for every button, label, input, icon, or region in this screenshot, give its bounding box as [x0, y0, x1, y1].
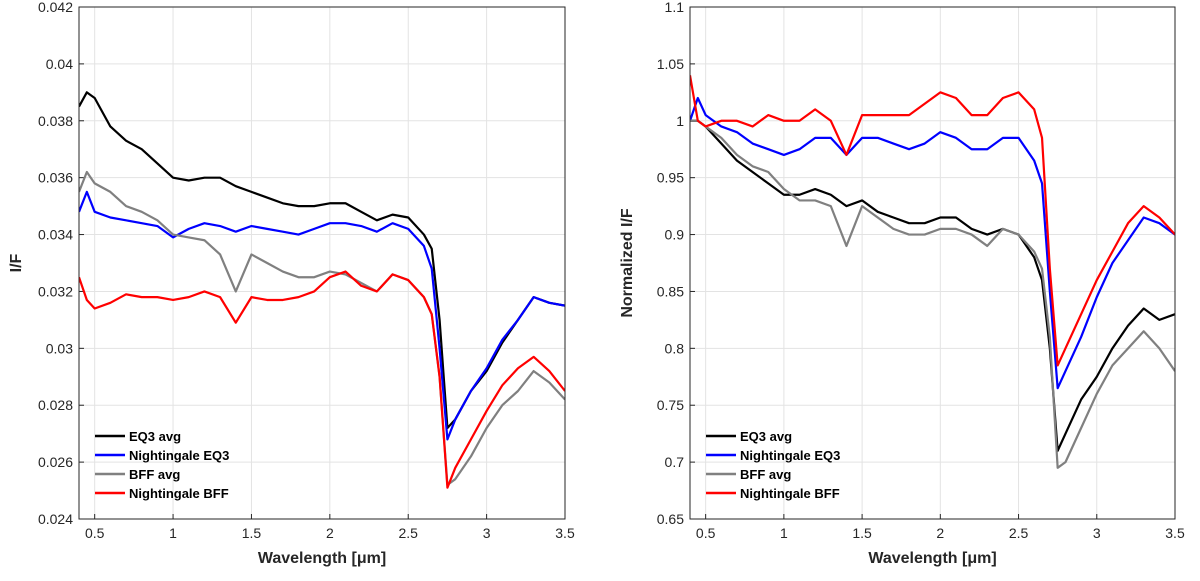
y-tick-label: 0.036	[38, 170, 73, 186]
axes-frame	[78, 6, 566, 520]
y-tick-label: 0.026	[38, 454, 73, 470]
legend-label: Nightingale BFF	[129, 486, 229, 501]
plot-area	[690, 7, 1175, 519]
data-line	[79, 270, 565, 489]
x-tick-label: 2.5	[1009, 525, 1029, 541]
y-tick-label: 0.8	[665, 340, 685, 356]
legend-label: BFF avg	[740, 467, 791, 482]
data-line	[690, 119, 1175, 469]
y-tick-label: 1.05	[657, 56, 684, 72]
y-tick-label: 0.042	[38, 0, 73, 15]
x-tick-label: 3	[1093, 525, 1101, 541]
y-tick-label: 0.7	[665, 454, 685, 470]
x-tick-label: 3.5	[1165, 525, 1185, 541]
legend-label: EQ3 avg	[129, 429, 181, 444]
legend-label: Nightingale EQ3	[129, 448, 229, 463]
y-tick-label: 0.024	[38, 511, 73, 527]
y-axis-label: I/F	[8, 253, 25, 272]
x-tick-label: 3	[483, 525, 491, 541]
y-tick-label: 0.028	[38, 397, 73, 413]
y-tick-label: 0.65	[657, 511, 684, 527]
x-tick-label: 1	[780, 525, 788, 541]
x-tick-label: 2.5	[398, 525, 418, 541]
y-tick-label: 0.03	[46, 340, 73, 356]
legend-label: EQ3 avg	[740, 429, 792, 444]
legend-label: Nightingale BFF	[740, 486, 840, 501]
x-tick-label: 0.5	[696, 525, 716, 541]
data-line	[690, 119, 1175, 452]
x-tick-label: 2	[936, 525, 944, 541]
y-axis-label: Normalized I/F	[619, 208, 636, 318]
legend-label: BFF avg	[129, 467, 180, 482]
y-tick-label: 1.1	[665, 0, 685, 15]
axes-frame	[689, 6, 1176, 520]
data-line	[690, 75, 1175, 367]
y-tick-label: 0.034	[38, 227, 73, 243]
y-tick-label: 0.95	[657, 170, 684, 186]
data-line	[79, 170, 565, 486]
x-tick-label: 2	[326, 525, 334, 541]
x-tick-label: 1	[169, 525, 177, 541]
x-tick-label: 1.5	[852, 525, 872, 541]
y-tick-label: 0.75	[657, 397, 684, 413]
legend-label: Nightingale EQ3	[740, 448, 840, 463]
x-axis-label: Wavelength [μm]	[258, 550, 386, 567]
data-line	[79, 190, 565, 441]
y-tick-label: 0.032	[38, 283, 73, 299]
y-tick-label: 0.9	[665, 227, 685, 243]
y-tick-label: 0.85	[657, 283, 684, 299]
data-line	[690, 96, 1175, 390]
y-tick-label: 0.04	[46, 56, 73, 72]
y-tick-label: 0.038	[38, 113, 73, 129]
x-tick-label: 3.5	[555, 525, 575, 541]
x-tick-label: 0.5	[85, 525, 105, 541]
y-tick-label: 1	[676, 113, 684, 129]
x-axis-label: Wavelength [μm]	[868, 550, 996, 567]
x-tick-label: 1.5	[242, 525, 262, 541]
